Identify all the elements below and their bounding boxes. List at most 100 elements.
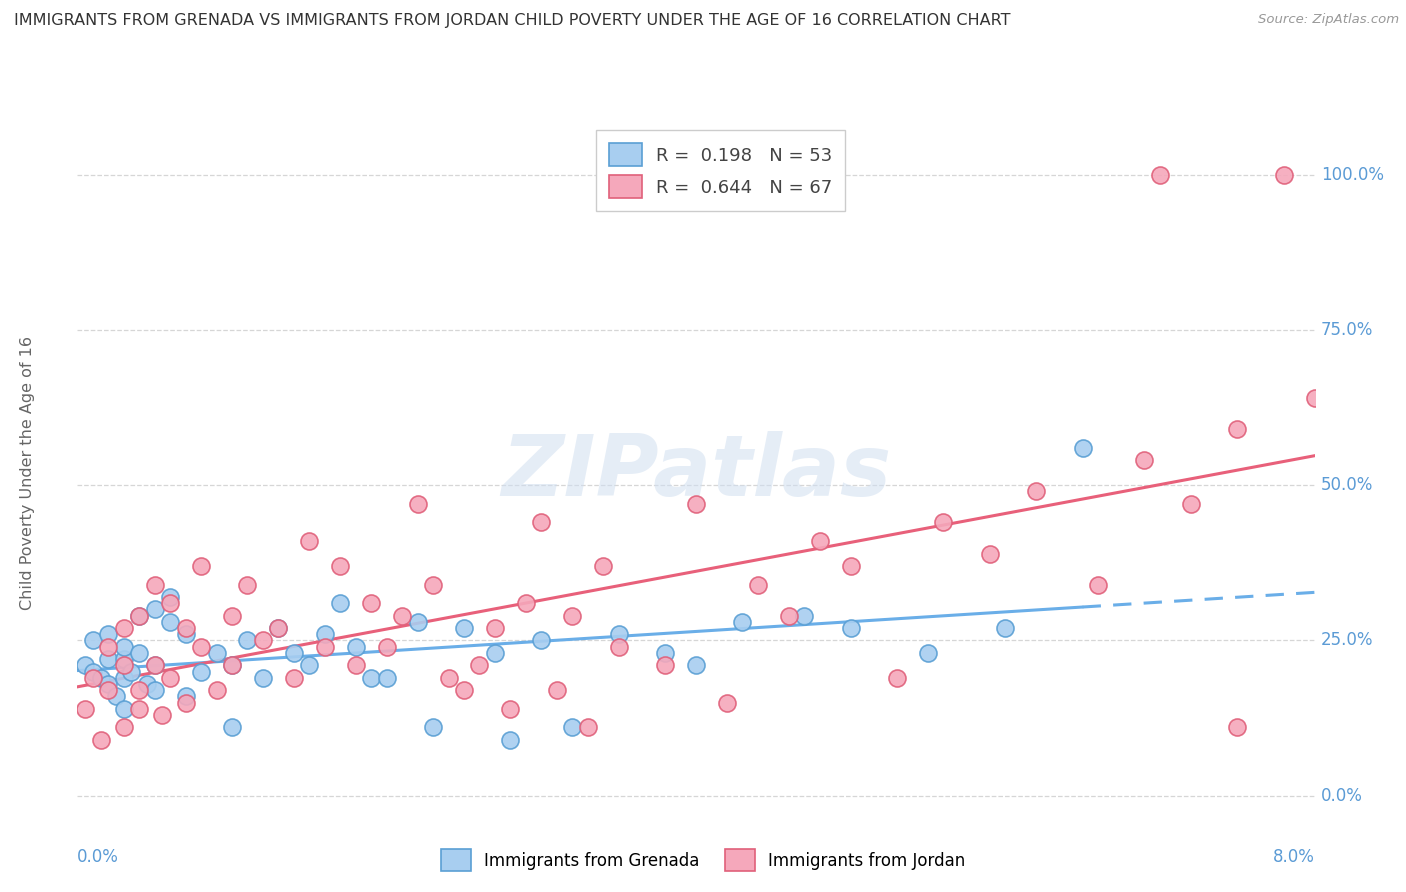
- Point: [499, 732, 522, 747]
- Point: [97, 640, 120, 654]
- Point: [422, 577, 444, 591]
- Point: [174, 690, 197, 704]
- Point: [932, 516, 955, 530]
- Legend: Immigrants from Grenada, Immigrants from Jordan: Immigrants from Grenada, Immigrants from…: [433, 841, 973, 880]
- Text: Source: ZipAtlas.com: Source: ZipAtlas.com: [1258, 13, 1399, 27]
- Point: [685, 658, 707, 673]
- Point: [1180, 497, 1202, 511]
- Point: [515, 596, 537, 610]
- Point: [112, 702, 135, 716]
- Point: [174, 696, 197, 710]
- Point: [205, 646, 228, 660]
- Point: [391, 608, 413, 623]
- Point: [329, 596, 352, 610]
- Text: 75.0%: 75.0%: [1320, 321, 1374, 339]
- Point: [499, 702, 522, 716]
- Point: [267, 621, 290, 635]
- Point: [143, 602, 166, 616]
- Point: [221, 608, 243, 623]
- Point: [979, 547, 1001, 561]
- Point: [1226, 422, 1249, 436]
- Point: [607, 640, 630, 654]
- Point: [437, 671, 460, 685]
- Point: [143, 577, 166, 591]
- Point: [1149, 168, 1171, 182]
- Point: [1025, 484, 1047, 499]
- Point: [252, 671, 274, 685]
- Point: [793, 608, 815, 623]
- Point: [546, 683, 568, 698]
- Point: [484, 646, 506, 660]
- Point: [112, 652, 135, 666]
- Point: [314, 627, 336, 641]
- Point: [1303, 391, 1326, 405]
- Point: [97, 652, 120, 666]
- Point: [174, 621, 197, 635]
- Point: [375, 671, 398, 685]
- Point: [592, 558, 614, 573]
- Point: [221, 721, 243, 735]
- Point: [190, 558, 212, 573]
- Point: [82, 671, 104, 685]
- Point: [654, 658, 676, 673]
- Point: [267, 621, 290, 635]
- Point: [468, 658, 491, 673]
- Point: [453, 621, 475, 635]
- Point: [97, 627, 120, 641]
- Point: [159, 615, 181, 629]
- Point: [917, 646, 939, 660]
- Text: 50.0%: 50.0%: [1320, 476, 1374, 494]
- Point: [143, 683, 166, 698]
- Point: [236, 577, 259, 591]
- Point: [654, 646, 676, 660]
- Point: [112, 658, 135, 673]
- Point: [112, 721, 135, 735]
- Point: [97, 677, 120, 691]
- Point: [344, 640, 367, 654]
- Point: [1272, 168, 1295, 182]
- Text: 8.0%: 8.0%: [1272, 848, 1315, 866]
- Point: [344, 658, 367, 673]
- Point: [128, 702, 150, 716]
- Point: [298, 658, 321, 673]
- Point: [1133, 453, 1156, 467]
- Point: [778, 608, 800, 623]
- Point: [685, 497, 707, 511]
- Point: [360, 671, 382, 685]
- Point: [152, 708, 174, 723]
- Point: [808, 534, 831, 549]
- Point: [994, 621, 1017, 635]
- Point: [221, 658, 243, 673]
- Text: 0.0%: 0.0%: [1320, 787, 1362, 805]
- Point: [422, 721, 444, 735]
- Point: [190, 640, 212, 654]
- Point: [561, 608, 583, 623]
- Point: [298, 534, 321, 549]
- Point: [283, 671, 305, 685]
- Point: [236, 633, 259, 648]
- Point: [143, 658, 166, 673]
- Point: [839, 558, 862, 573]
- Point: [329, 558, 352, 573]
- Point: [1087, 577, 1109, 591]
- Text: 100.0%: 100.0%: [1320, 166, 1384, 184]
- Text: IMMIGRANTS FROM GRENADA VS IMMIGRANTS FROM JORDAN CHILD POVERTY UNDER THE AGE OF: IMMIGRANTS FROM GRENADA VS IMMIGRANTS FR…: [14, 13, 1011, 29]
- Text: Child Poverty Under the Age of 16: Child Poverty Under the Age of 16: [20, 335, 35, 610]
- Point: [747, 577, 769, 591]
- Text: 0.0%: 0.0%: [77, 848, 120, 866]
- Text: 25.0%: 25.0%: [1320, 632, 1374, 649]
- Point: [484, 621, 506, 635]
- Point: [607, 627, 630, 641]
- Point: [453, 683, 475, 698]
- Point: [128, 608, 150, 623]
- Point: [375, 640, 398, 654]
- Point: [121, 665, 143, 679]
- Point: [886, 671, 908, 685]
- Point: [530, 516, 553, 530]
- Point: [112, 671, 135, 685]
- Point: [112, 640, 135, 654]
- Point: [90, 671, 111, 685]
- Point: [190, 665, 212, 679]
- Point: [530, 633, 553, 648]
- Point: [1071, 441, 1094, 455]
